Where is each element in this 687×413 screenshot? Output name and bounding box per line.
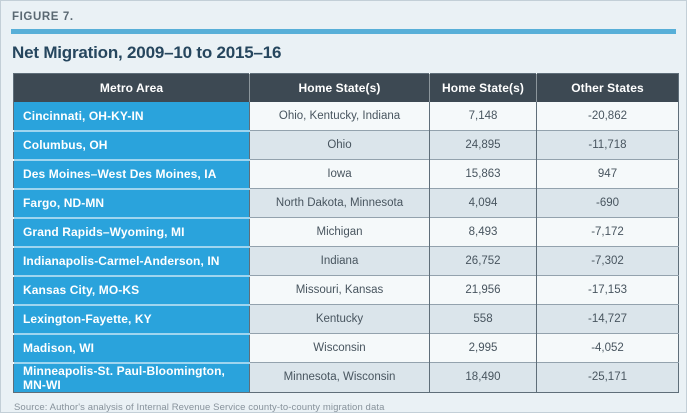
- home-states-cell: Indiana: [249, 246, 430, 276]
- table-row: Indianapolis-Carmel-Anderson, IN Indiana 2…: [13, 245, 679, 276]
- home-states-value-cell: 15,863: [429, 159, 537, 189]
- table-row: Minneapolis-St. Paul-Bloomington, MN-WI M…: [13, 361, 679, 392]
- home-states-value-cell: 558: [429, 304, 537, 334]
- header-metro-area: Metro Area: [13, 73, 250, 102]
- figure-title: Net Migration, 2009–10 to 2015–16: [12, 43, 282, 62]
- table-row: Cincinnati, OH-KY-IN Ohio, Kentucky, Indi…: [13, 101, 679, 131]
- source-note: Source: Author's analysis of Internal Re…: [14, 401, 385, 413]
- header-row: Metro Area Home State(s) Home State(s) O…: [13, 73, 679, 102]
- other-states-value-cell: -11,718: [536, 130, 679, 160]
- home-states-cell: Kentucky: [249, 304, 430, 334]
- metro-area-cell: Minneapolis-St. Paul-Bloomington, MN-WI: [13, 361, 250, 392]
- home-states-cell: Minnesota, Wisconsin: [249, 362, 430, 392]
- metro-area-cell: Indianapolis-Carmel-Anderson, IN: [13, 245, 250, 276]
- metro-area-cell: Grand Rapids–Wyoming, MI: [13, 216, 250, 247]
- metro-area-cell: Fargo, ND-MN: [13, 187, 250, 218]
- table-row: Des Moines–West Des Moines, IA Iowa 15,863…: [13, 158, 679, 189]
- home-states-cell: Ohio: [249, 130, 430, 160]
- figure-label: FIGURE 7.: [12, 11, 74, 23]
- home-states-value-cell: 18,490: [429, 362, 537, 392]
- header-home-states: Home State(s): [249, 73, 430, 102]
- metro-area-cell: Des Moines–West Des Moines, IA: [13, 158, 250, 189]
- metro-area-cell: Kansas City, MO-KS: [13, 274, 250, 305]
- other-states-value-cell: -14,727: [536, 304, 679, 334]
- home-states-value-cell: 21,956: [429, 275, 537, 305]
- accent-rule: [11, 29, 676, 34]
- table-row: Lexington-Fayette, KY Kentucky 558 -14,727: [13, 303, 679, 334]
- metro-area-cell: Cincinnati, OH-KY-IN: [13, 101, 250, 131]
- home-states-value-cell: 7,148: [429, 101, 537, 131]
- other-states-value-cell: -7,302: [536, 246, 679, 276]
- home-states-cell: Michigan: [249, 217, 430, 247]
- table-row: Kansas City, MO-KS Missouri, Kansas 21,956…: [13, 274, 679, 305]
- home-states-value-cell: 8,493: [429, 217, 537, 247]
- other-states-value-cell: -20,862: [536, 101, 679, 131]
- table-row: Grand Rapids–Wyoming, MI Michigan 8,493 -7,…: [13, 216, 679, 247]
- table-header: Metro Area Home State(s) Home State(s) O…: [13, 73, 679, 102]
- home-states-cell: Wisconsin: [249, 333, 430, 363]
- other-states-value-cell: -17,153: [536, 275, 679, 305]
- metro-area-cell: Columbus, OH: [13, 129, 250, 160]
- table-row: Columbus, OH Ohio 24,895 -11,718: [13, 129, 679, 160]
- table-row: Fargo, ND-MN North Dakota, Minnesota 4,094…: [13, 187, 679, 218]
- home-states-cell: Iowa: [249, 159, 430, 189]
- other-states-value-cell: -4,052: [536, 333, 679, 363]
- metro-area-cell: Lexington-Fayette, KY: [13, 303, 250, 334]
- home-states-cell: Missouri, Kansas: [249, 275, 430, 305]
- table-row: Madison, WI Wisconsin 2,995 -4,052: [13, 332, 679, 363]
- table-body: Cincinnati, OH-KY-IN Ohio, Kentucky, Indi…: [13, 101, 679, 392]
- other-states-value-cell: -7,172: [536, 217, 679, 247]
- other-states-value-cell: -690: [536, 188, 679, 218]
- header-home-states-value: Home State(s): [429, 73, 537, 102]
- home-states-value-cell: 2,995: [429, 333, 537, 363]
- home-states-value-cell: 4,094: [429, 188, 537, 218]
- other-states-value-cell: -25,171: [536, 362, 679, 392]
- home-states-value-cell: 24,895: [429, 130, 537, 160]
- home-states-value-cell: 26,752: [429, 246, 537, 276]
- home-states-cell: North Dakota, Minnesota: [249, 188, 430, 218]
- net-migration-table: Metro Area Home State(s) Home State(s) O…: [13, 73, 679, 393]
- metro-area-cell: Madison, WI: [13, 332, 250, 363]
- home-states-cell: Ohio, Kentucky, Indiana: [249, 101, 430, 131]
- other-states-value-cell: 947: [536, 159, 679, 189]
- header-other-states: Other States: [536, 73, 679, 102]
